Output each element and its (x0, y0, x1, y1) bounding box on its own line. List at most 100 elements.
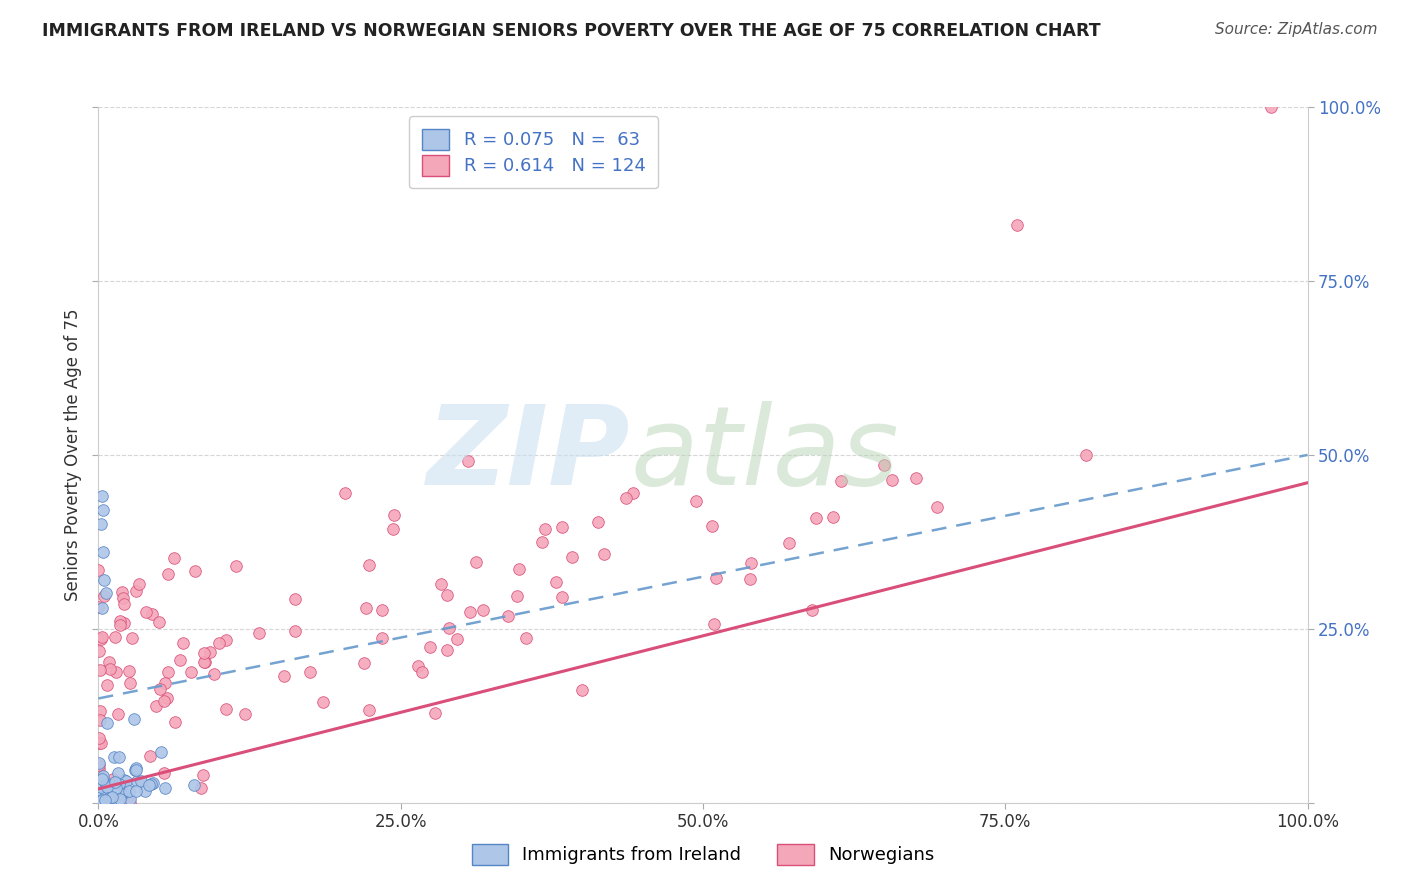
Point (89, 783, 111, 797)
Point (104, 665, 127, 680)
Point (112, 772, 135, 787)
Point (118, 792, 141, 806)
Point (882, 473, 904, 487)
Point (91, 769, 114, 783)
Point (111, 591, 134, 606)
Point (925, 500, 948, 514)
Point (458, 605, 481, 619)
Point (873, 458, 896, 472)
Point (104, 781, 127, 796)
Point (139, 748, 162, 763)
Point (830, 475, 852, 489)
Point (153, 766, 176, 780)
Point (823, 510, 845, 524)
Point (103, 786, 125, 800)
Point (90, 632, 112, 647)
Point (87, 644, 110, 658)
Point (89, 714, 111, 728)
Point (90, 736, 112, 750)
Point (700, 518, 723, 533)
Point (98, 662, 121, 676)
Point (87, 600, 110, 615)
Point (801, 602, 824, 616)
Point (91, 793, 114, 807)
Point (496, 608, 519, 623)
Point (104, 788, 127, 802)
Point (134, 784, 156, 798)
Point (112, 615, 135, 630)
Point (193, 655, 215, 669)
Point (371, 603, 394, 617)
Point (425, 706, 447, 721)
Point (122, 712, 145, 726)
Text: Source: ZipAtlas.com: Source: ZipAtlas.com (1215, 22, 1378, 37)
Point (141, 607, 163, 622)
Text: IMMIGRANTS FROM IRELAND VS NORWEGIAN SENIORS POVERTY OVER THE AGE OF 75 CORRELAT: IMMIGRANTS FROM IRELAND VS NORWEGIAN SEN… (42, 22, 1101, 40)
Point (104, 775, 127, 789)
Point (118, 796, 141, 810)
Point (128, 577, 150, 591)
Point (284, 591, 307, 606)
Point (740, 556, 762, 570)
Point (180, 665, 202, 679)
Point (90, 795, 112, 809)
Point (125, 584, 148, 599)
Point (108, 792, 131, 806)
Point (108, 750, 131, 764)
Point (91, 545, 114, 559)
Point (436, 588, 458, 602)
Point (98, 655, 121, 669)
Point (457, 453, 479, 467)
Point (125, 774, 148, 789)
Point (436, 643, 458, 657)
Point (429, 576, 451, 591)
Point (357, 703, 380, 717)
Point (111, 786, 134, 800)
Point (311, 694, 333, 708)
Point (225, 558, 247, 573)
Point (94, 586, 117, 600)
Point (371, 631, 394, 645)
Point (464, 556, 486, 570)
Point (124, 763, 146, 777)
Point (561, 550, 583, 565)
Point (439, 621, 461, 635)
Point (98, 791, 121, 805)
Point (406, 659, 429, 673)
Point (162, 550, 184, 565)
Text: atlas: atlas (630, 401, 898, 508)
Point (90, 780, 112, 795)
Point (96, 678, 118, 692)
Point (190, 781, 212, 796)
Point (107, 707, 129, 722)
Point (108, 618, 131, 632)
Point (191, 768, 214, 782)
Point (107, 793, 129, 807)
Point (125, 764, 148, 778)
Point (382, 508, 405, 522)
Point (90, 630, 112, 644)
Point (118, 676, 141, 690)
Point (96, 780, 118, 794)
Point (118, 784, 141, 798)
Point (115, 782, 138, 797)
Point (87, 562, 110, 576)
Point (183, 778, 205, 792)
Point (91, 503, 114, 517)
Point (87, 736, 110, 750)
Point (91, 489, 114, 503)
Point (87, 795, 110, 809)
Point (110, 787, 132, 801)
Point (135, 605, 157, 619)
Point (508, 562, 530, 576)
Point (353, 656, 375, 670)
Point (98, 790, 121, 805)
Point (108, 614, 131, 628)
Point (90, 517, 112, 532)
Point (145, 698, 167, 713)
Point (100, 789, 122, 803)
Point (804, 510, 827, 524)
Point (94, 776, 117, 790)
Point (202, 667, 225, 681)
Point (685, 493, 707, 508)
